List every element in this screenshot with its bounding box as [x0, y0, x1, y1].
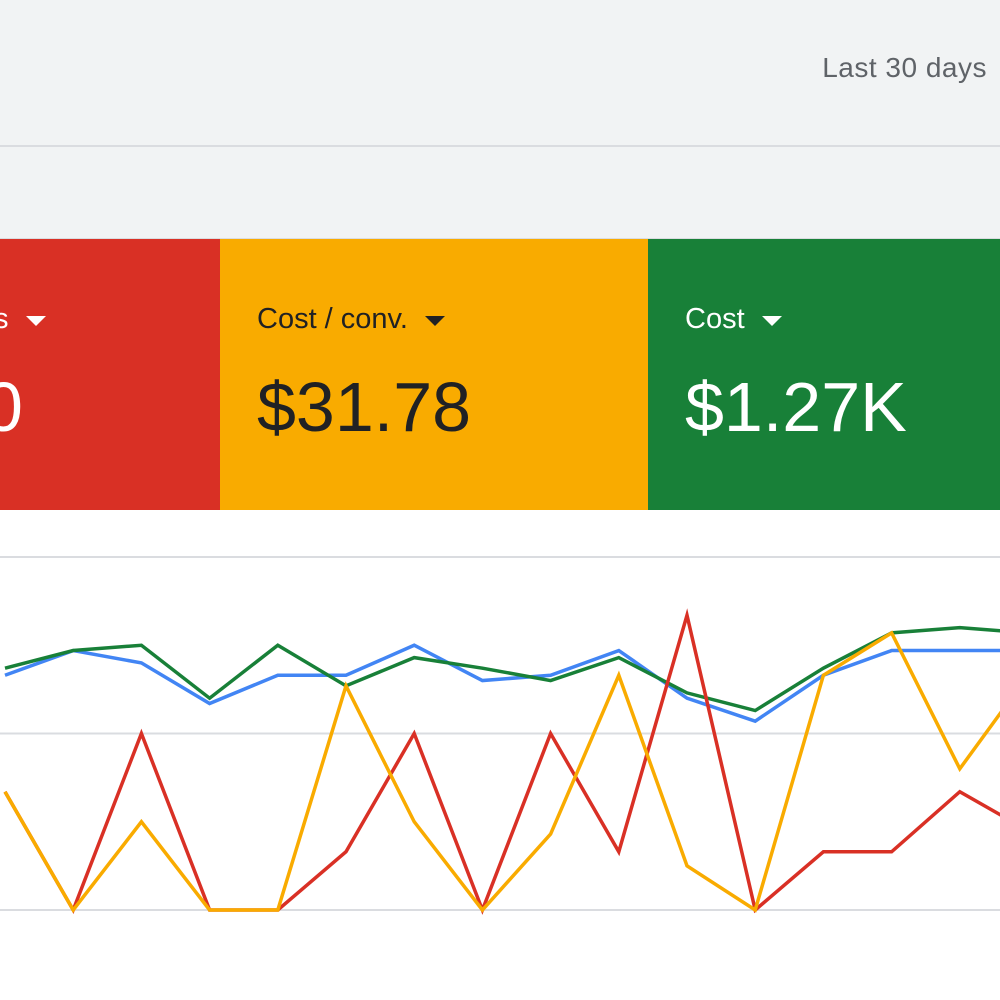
- metric-card-header[interactable]: s: [0, 303, 46, 336]
- metric-value: $31.78: [257, 368, 472, 446]
- metric-card-header[interactable]: Cost / conv.: [257, 303, 445, 336]
- metric-label: Cost / conv.: [257, 303, 408, 335]
- metric-value: $1.27K: [685, 368, 907, 446]
- toolbar: Last 30 days: [0, 0, 1000, 147]
- dropdown-caret-icon: [761, 315, 782, 326]
- metric-label: s: [0, 303, 9, 335]
- metric-card-cost[interactable]: Cost $1.27K: [648, 239, 1000, 510]
- dropdown-caret-icon: [25, 315, 46, 326]
- metric-cards: s 0 Cost / conv. $31.78 Cost $1.27K: [0, 239, 1000, 510]
- line-chart: [0, 556, 1000, 915]
- filter-bar: [0, 147, 1000, 239]
- date-range-selector[interactable]: Last 30 days: [822, 52, 987, 83]
- series-line-3[interactable]: [3, 630, 1000, 914]
- series-line-1[interactable]: [4, 625, 1000, 713]
- metric-value: 0: [0, 368, 23, 446]
- series-line-0[interactable]: [4, 643, 1000, 724]
- series-line-2[interactable]: [3, 608, 1000, 915]
- dropdown-caret-icon: [424, 315, 445, 326]
- performance-chart: [0, 510, 1000, 1000]
- metric-label: Cost: [685, 303, 745, 335]
- metric-card-header[interactable]: Cost: [685, 303, 782, 336]
- metric-card-cost-per-conversion[interactable]: Cost / conv. $31.78: [220, 239, 648, 510]
- metric-card-conversions[interactable]: s 0: [0, 239, 220, 510]
